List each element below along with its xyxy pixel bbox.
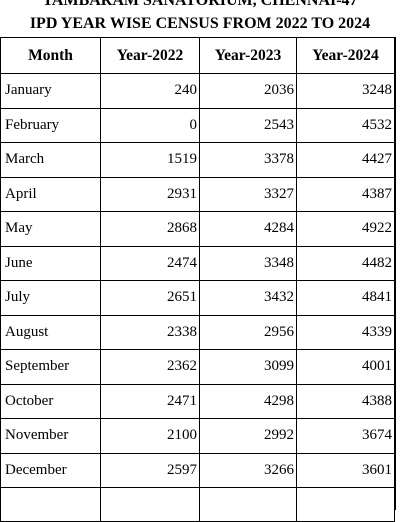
year-2024-cell: 3248 [296,73,395,109]
table-body: January 240 2036 3248 February 0 2543 4532 March… [0,73,395,522]
table-row: February 0 2543 4532 [0,107,395,143]
empty-cell [100,487,200,522]
year-2022-cell: 2474 [100,245,200,281]
year-2024-cell: 4532 [296,107,395,143]
table-row: May 2868 4284 4922 [0,211,395,247]
column-header-month: Month [0,37,101,74]
column-header-year-2024: Year-2024 [296,37,395,74]
right-border-rule [394,37,396,510]
year-2022-cell: 2651 [100,280,200,316]
column-header-year-2023: Year-2023 [199,37,297,74]
table-row: November 2100 2992 3674 [0,418,395,454]
year-2023-cell: 2956 [199,314,297,350]
year-2024-cell: 4427 [296,142,395,178]
table-row: September 2362 3099 4001 [0,349,395,385]
year-2022-cell: 240 [100,73,200,109]
table-header-row: Month Year-2022 Year-2023 Year-2024 [0,37,395,74]
year-2024-cell: 4388 [296,383,395,419]
year-2023-cell: 2036 [199,73,297,109]
year-2023-cell: 3378 [199,142,297,178]
year-2023-cell: 3348 [199,245,297,281]
year-2024-cell: 4922 [296,211,395,247]
table-row: December 2597 3266 3601 [0,452,395,488]
table-row: April 2931 3327 4387 [0,176,395,212]
year-2022-cell: 2597 [100,452,200,488]
year-2023-cell: 3432 [199,280,297,316]
empty-cell [199,487,297,522]
empty-cell [296,487,395,522]
year-2023-cell: 4284 [199,211,297,247]
year-2022-cell: 1519 [100,142,200,178]
month-cell: November [0,418,101,454]
institution-title: TAMBARAM SANATORIUM, CHENNAI-47 [42,0,358,9]
table-row: March 1519 3378 4427 [0,142,395,178]
year-2022-cell: 2338 [100,314,200,350]
year-2024-cell: 4001 [296,349,395,385]
month-cell: April [0,176,101,212]
month-cell: March [0,142,101,178]
table-row: June 2474 3348 4482 [0,245,395,281]
month-cell: September [0,349,101,385]
year-2023-cell: 2543 [199,107,297,143]
year-2022-cell: 2471 [100,383,200,419]
table-row: January 240 2036 3248 [0,73,395,109]
month-cell: October [0,383,101,419]
month-cell: June [0,245,101,281]
year-2023-cell: 3327 [199,176,297,212]
report-title: IPD YEAR WISE CENSUS FROM 2022 TO 2024 [29,15,371,32]
year-2024-cell: 4841 [296,280,395,316]
table-row: October 2471 4298 4388 [0,383,395,419]
year-2024-cell: 3674 [296,418,395,454]
year-2024-cell: 3601 [296,452,395,488]
month-cell: January [0,73,101,109]
year-2023-cell: 3099 [199,349,297,385]
month-cell: May [0,211,101,247]
year-2022-cell: 2931 [100,176,200,212]
table-row: July 2651 3432 4841 [0,280,395,316]
year-2023-cell: 2992 [199,418,297,454]
column-header-year-2022: Year-2022 [100,37,200,74]
year-2023-cell: 4298 [199,383,297,419]
census-table: Month Year-2022 Year-2023 Year-2024 Janu… [0,37,395,522]
year-2022-cell: 0 [100,107,200,143]
empty-cell [0,487,101,522]
year-2024-cell: 4387 [296,176,395,212]
month-cell: August [0,314,101,350]
month-cell: July [0,280,101,316]
year-2024-cell: 4339 [296,314,395,350]
month-cell: December [0,452,101,488]
month-cell: February [0,107,101,143]
year-2022-cell: 2362 [100,349,200,385]
year-2022-cell: 2100 [100,418,200,454]
year-2023-cell: 3266 [199,452,297,488]
year-2024-cell: 4482 [296,245,395,281]
year-2022-cell: 2868 [100,211,200,247]
table-row: August 2338 2956 4339 [0,314,395,350]
table-row-empty [0,487,395,522]
